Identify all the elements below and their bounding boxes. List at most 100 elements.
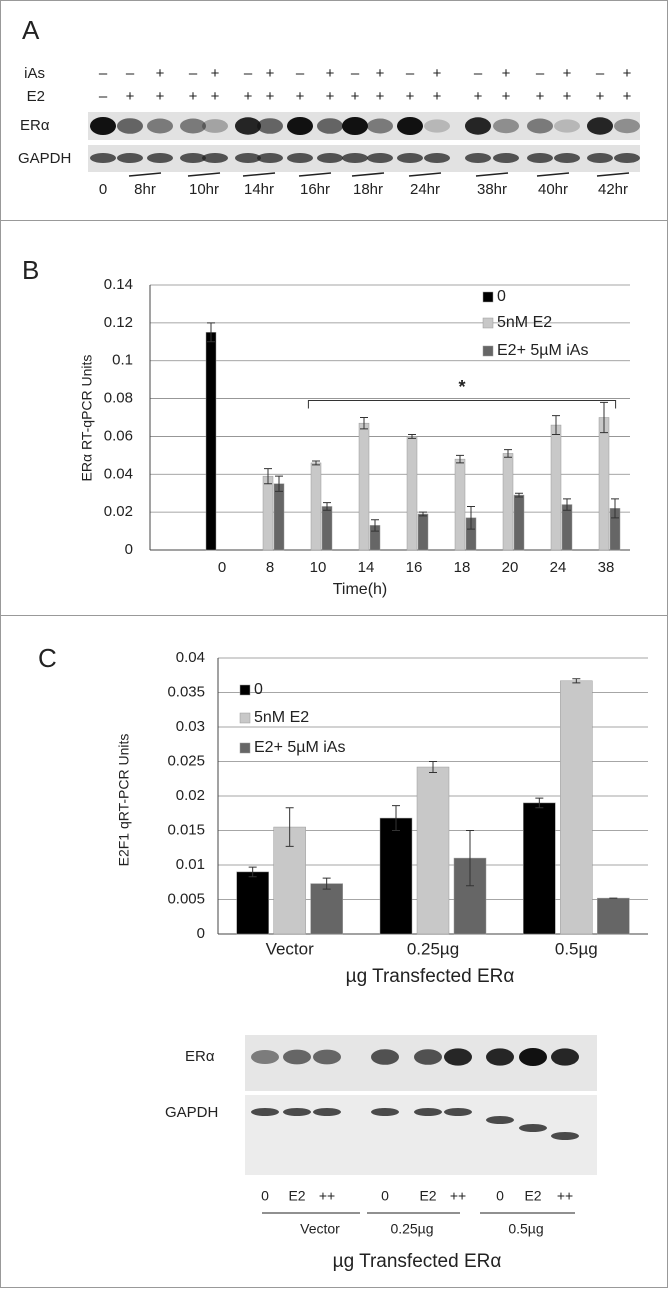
y-tick-label: 0.01 (176, 856, 205, 873)
panel-b-frame (0, 220, 668, 616)
lane-label: 18hr (353, 181, 383, 198)
legend-swatch (239, 712, 251, 724)
y-tick-label: 0.015 (167, 821, 205, 838)
band (614, 118, 640, 134)
treatment-sign: + (596, 88, 605, 105)
bar (560, 680, 593, 935)
bar (406, 436, 418, 551)
band (424, 153, 450, 163)
band (371, 1108, 399, 1116)
treatment-sign: – (596, 65, 605, 82)
bar (205, 332, 217, 551)
treatment-sign: + (211, 65, 220, 82)
x-axis-label: Time(h) (333, 581, 388, 598)
band (287, 153, 313, 163)
row-label: iAs (24, 65, 45, 82)
x-tick-label: 0.25µg (407, 939, 459, 958)
band (465, 153, 491, 163)
underline (298, 172, 332, 177)
band (147, 118, 173, 134)
band (202, 153, 228, 163)
legend-label: E2+ 5µM iAs (254, 739, 345, 756)
band (414, 1049, 442, 1065)
legend-label: 0 (497, 288, 506, 305)
blot-label: ERα (185, 1048, 215, 1065)
band (283, 1049, 311, 1065)
error-bar (456, 454, 464, 464)
treatment-sign: + (376, 88, 385, 105)
band (313, 1108, 341, 1116)
lane-label: ++ (319, 1188, 335, 1204)
legend-swatch (482, 291, 494, 303)
error-bar (419, 511, 427, 517)
band (493, 118, 519, 134)
lane-label: 24hr (410, 181, 440, 198)
bar (561, 504, 573, 551)
bracket (307, 399, 617, 409)
y-tick-label: 0.04 (176, 649, 205, 666)
x-tick-label: 38 (598, 559, 615, 576)
band (367, 118, 393, 134)
band (287, 117, 313, 135)
lane-label: 0 (261, 1188, 269, 1204)
error-bar (360, 417, 368, 430)
y-tick-label: 0.03 (176, 718, 205, 735)
band (202, 119, 228, 133)
error-bar (207, 322, 215, 343)
error-bar (611, 498, 619, 519)
underline (475, 172, 509, 177)
bar (273, 483, 285, 551)
lane-label: 8hr (134, 181, 156, 198)
y-tick-label: 0.12 (104, 314, 133, 331)
lane-label: 0 (496, 1188, 504, 1204)
error-bar (504, 449, 512, 458)
bar (310, 462, 322, 551)
treatment-sign: – (351, 65, 360, 82)
bar (310, 883, 343, 935)
error-bar (535, 797, 544, 809)
error-bar (275, 475, 283, 492)
band (147, 153, 173, 163)
treatment-sign: + (563, 65, 572, 82)
treatment-sign: + (536, 88, 545, 105)
band (465, 117, 491, 135)
treatment-sign: + (623, 65, 632, 82)
bar (454, 458, 466, 551)
treatment-sign: – (189, 65, 198, 82)
y-tick-label: 0.02 (104, 503, 133, 520)
x-tick-label: 0 (218, 559, 226, 576)
treatment-sign: + (351, 88, 360, 105)
x-axis-label: µg Transfected ERα (346, 966, 515, 987)
bar (236, 871, 269, 935)
underline (187, 172, 221, 177)
panel-label: B (22, 255, 39, 285)
bar (379, 817, 413, 935)
bar (597, 897, 630, 935)
legend-swatch (482, 345, 494, 357)
y-tick-label: 0.02 (176, 787, 205, 804)
error-bar (515, 492, 523, 498)
x-tick-label: 16 (406, 559, 423, 576)
treatment-sign: + (156, 65, 165, 82)
x-tick-label: 14 (358, 559, 375, 576)
y-tick-label: 0 (125, 541, 133, 558)
bar (523, 802, 556, 935)
treatment-sign: – (99, 88, 108, 105)
band (444, 1108, 472, 1116)
panel-label: C (38, 643, 57, 673)
band (342, 117, 368, 135)
band (317, 118, 343, 134)
treatment-sign: – (244, 65, 253, 82)
treatment-sign: + (563, 88, 572, 105)
error-bar (264, 468, 272, 485)
y-tick-label: 0 (197, 925, 205, 942)
legend-swatch (482, 317, 494, 329)
band (313, 1049, 341, 1065)
band (317, 153, 343, 163)
y-tick-label: 0.08 (104, 390, 133, 407)
treatment-sign: + (474, 88, 483, 105)
bar (550, 424, 562, 551)
lane-label: 14hr (244, 181, 274, 198)
band (283, 1108, 311, 1116)
